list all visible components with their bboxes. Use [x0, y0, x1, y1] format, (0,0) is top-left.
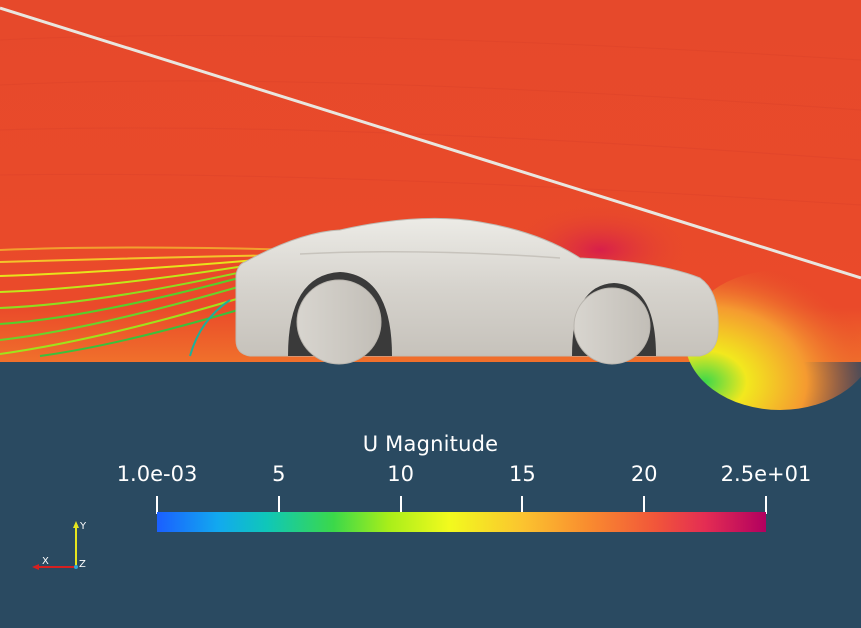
colorbar-tick-mark [643, 496, 646, 514]
colorbar-tick-label: 20 [630, 462, 658, 486]
car-roofline [299, 251, 561, 259]
upstream-streaks [0, 246, 301, 357]
axis-z-label: Z [79, 559, 86, 570]
rear-wheel [573, 287, 651, 365]
colorbar-tick-mark [277, 496, 280, 514]
colorbar-tick-mark [521, 496, 524, 514]
colorbar-tick-mark [765, 496, 767, 514]
colorbar-tick-mark [156, 496, 158, 514]
rear-wake-zone [685, 270, 861, 410]
car-model [235, 217, 719, 365]
colorbar-tick-mark [399, 496, 402, 514]
colorbar [157, 512, 766, 532]
orientation-axes-triad: Y X Z [32, 521, 87, 570]
colorbar-tick-label: 10 [387, 462, 414, 486]
axis-y-label: Y [79, 521, 87, 532]
colorbar-tick-label: 1.0e-03 [116, 462, 198, 486]
colorbar-tick-label: 15 [509, 462, 536, 486]
front-wheel [296, 279, 382, 365]
streamline-slice [0, 6, 861, 280]
colorbar-tick-label: 5 [272, 462, 286, 486]
axis-x-label: X [42, 556, 49, 567]
colorbar-title: U Magnitude [362, 432, 499, 456]
colorbar-tick-label: 2.5e+01 [720, 462, 812, 486]
